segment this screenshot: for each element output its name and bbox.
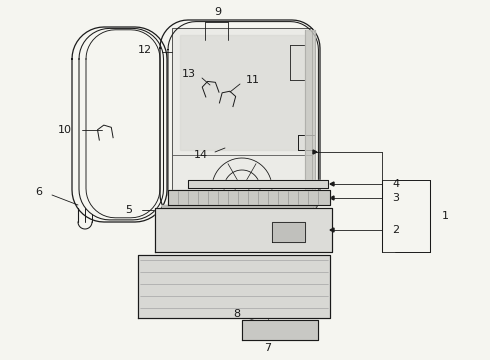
Polygon shape bbox=[188, 180, 328, 188]
Text: 2: 2 bbox=[392, 225, 399, 235]
Text: 4: 4 bbox=[392, 179, 399, 189]
Text: 13: 13 bbox=[182, 69, 196, 79]
Text: 9: 9 bbox=[215, 7, 221, 17]
Polygon shape bbox=[313, 150, 317, 154]
Text: 11: 11 bbox=[246, 75, 260, 85]
Polygon shape bbox=[180, 35, 305, 150]
Polygon shape bbox=[305, 30, 315, 218]
Text: 12: 12 bbox=[138, 45, 152, 55]
Polygon shape bbox=[330, 182, 334, 186]
Text: 5: 5 bbox=[125, 205, 132, 215]
Text: 1: 1 bbox=[442, 211, 449, 221]
Text: 10: 10 bbox=[58, 125, 72, 135]
Polygon shape bbox=[242, 320, 318, 340]
Polygon shape bbox=[155, 208, 332, 252]
Polygon shape bbox=[138, 255, 330, 318]
Text: 3: 3 bbox=[392, 193, 399, 203]
Text: 8: 8 bbox=[233, 309, 240, 319]
Polygon shape bbox=[162, 205, 312, 218]
Text: 6: 6 bbox=[35, 187, 42, 197]
Text: 14: 14 bbox=[194, 150, 208, 160]
Polygon shape bbox=[168, 190, 330, 205]
Polygon shape bbox=[330, 196, 334, 200]
Polygon shape bbox=[272, 222, 305, 242]
Polygon shape bbox=[330, 228, 334, 232]
Polygon shape bbox=[172, 28, 312, 218]
Text: 7: 7 bbox=[265, 343, 271, 353]
